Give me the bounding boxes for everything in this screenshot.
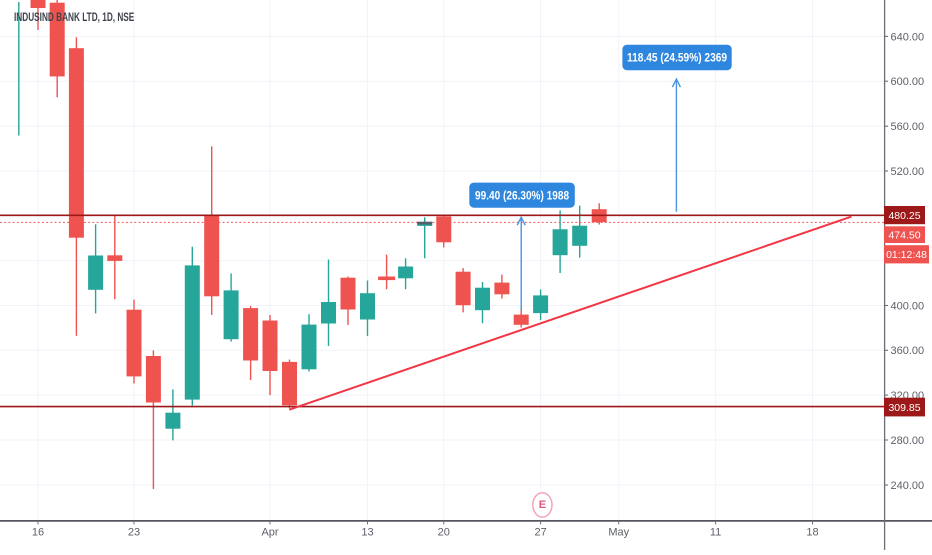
svg-text:560.00: 560.00 xyxy=(891,121,925,133)
svg-text:474.50: 474.50 xyxy=(888,229,920,241)
svg-text:600.00: 600.00 xyxy=(891,76,925,88)
svg-text:280.00: 280.00 xyxy=(891,435,925,447)
svg-text:520.00: 520.00 xyxy=(891,166,925,178)
svg-text:E: E xyxy=(539,499,546,511)
svg-text:400.00: 400.00 xyxy=(891,300,925,312)
svg-text:99.40 (26.30%) 1988: 99.40 (26.30%) 1988 xyxy=(475,188,569,202)
svg-text:27: 27 xyxy=(534,527,546,539)
svg-text:01:12:48: 01:12:48 xyxy=(886,249,927,261)
svg-text:May: May xyxy=(608,527,629,539)
svg-text:360.00: 360.00 xyxy=(891,345,925,357)
svg-text:309.85: 309.85 xyxy=(888,402,920,414)
svg-text:640.00: 640.00 xyxy=(891,31,925,43)
svg-text:20: 20 xyxy=(438,527,450,539)
svg-text:INDUSIND BANK LTD, 1D, NSE: INDUSIND BANK LTD, 1D, NSE xyxy=(14,12,135,24)
svg-text:Apr: Apr xyxy=(261,527,278,539)
svg-text:240.00: 240.00 xyxy=(891,480,925,492)
svg-text:118.45 (24.59%) 2369: 118.45 (24.59%) 2369 xyxy=(627,51,727,65)
svg-text:11: 11 xyxy=(710,527,721,539)
svg-text:13: 13 xyxy=(361,527,373,539)
svg-text:18: 18 xyxy=(806,527,818,539)
svg-text:480.25: 480.25 xyxy=(888,210,920,222)
svg-text:23: 23 xyxy=(128,527,140,539)
svg-text:16: 16 xyxy=(32,527,44,539)
